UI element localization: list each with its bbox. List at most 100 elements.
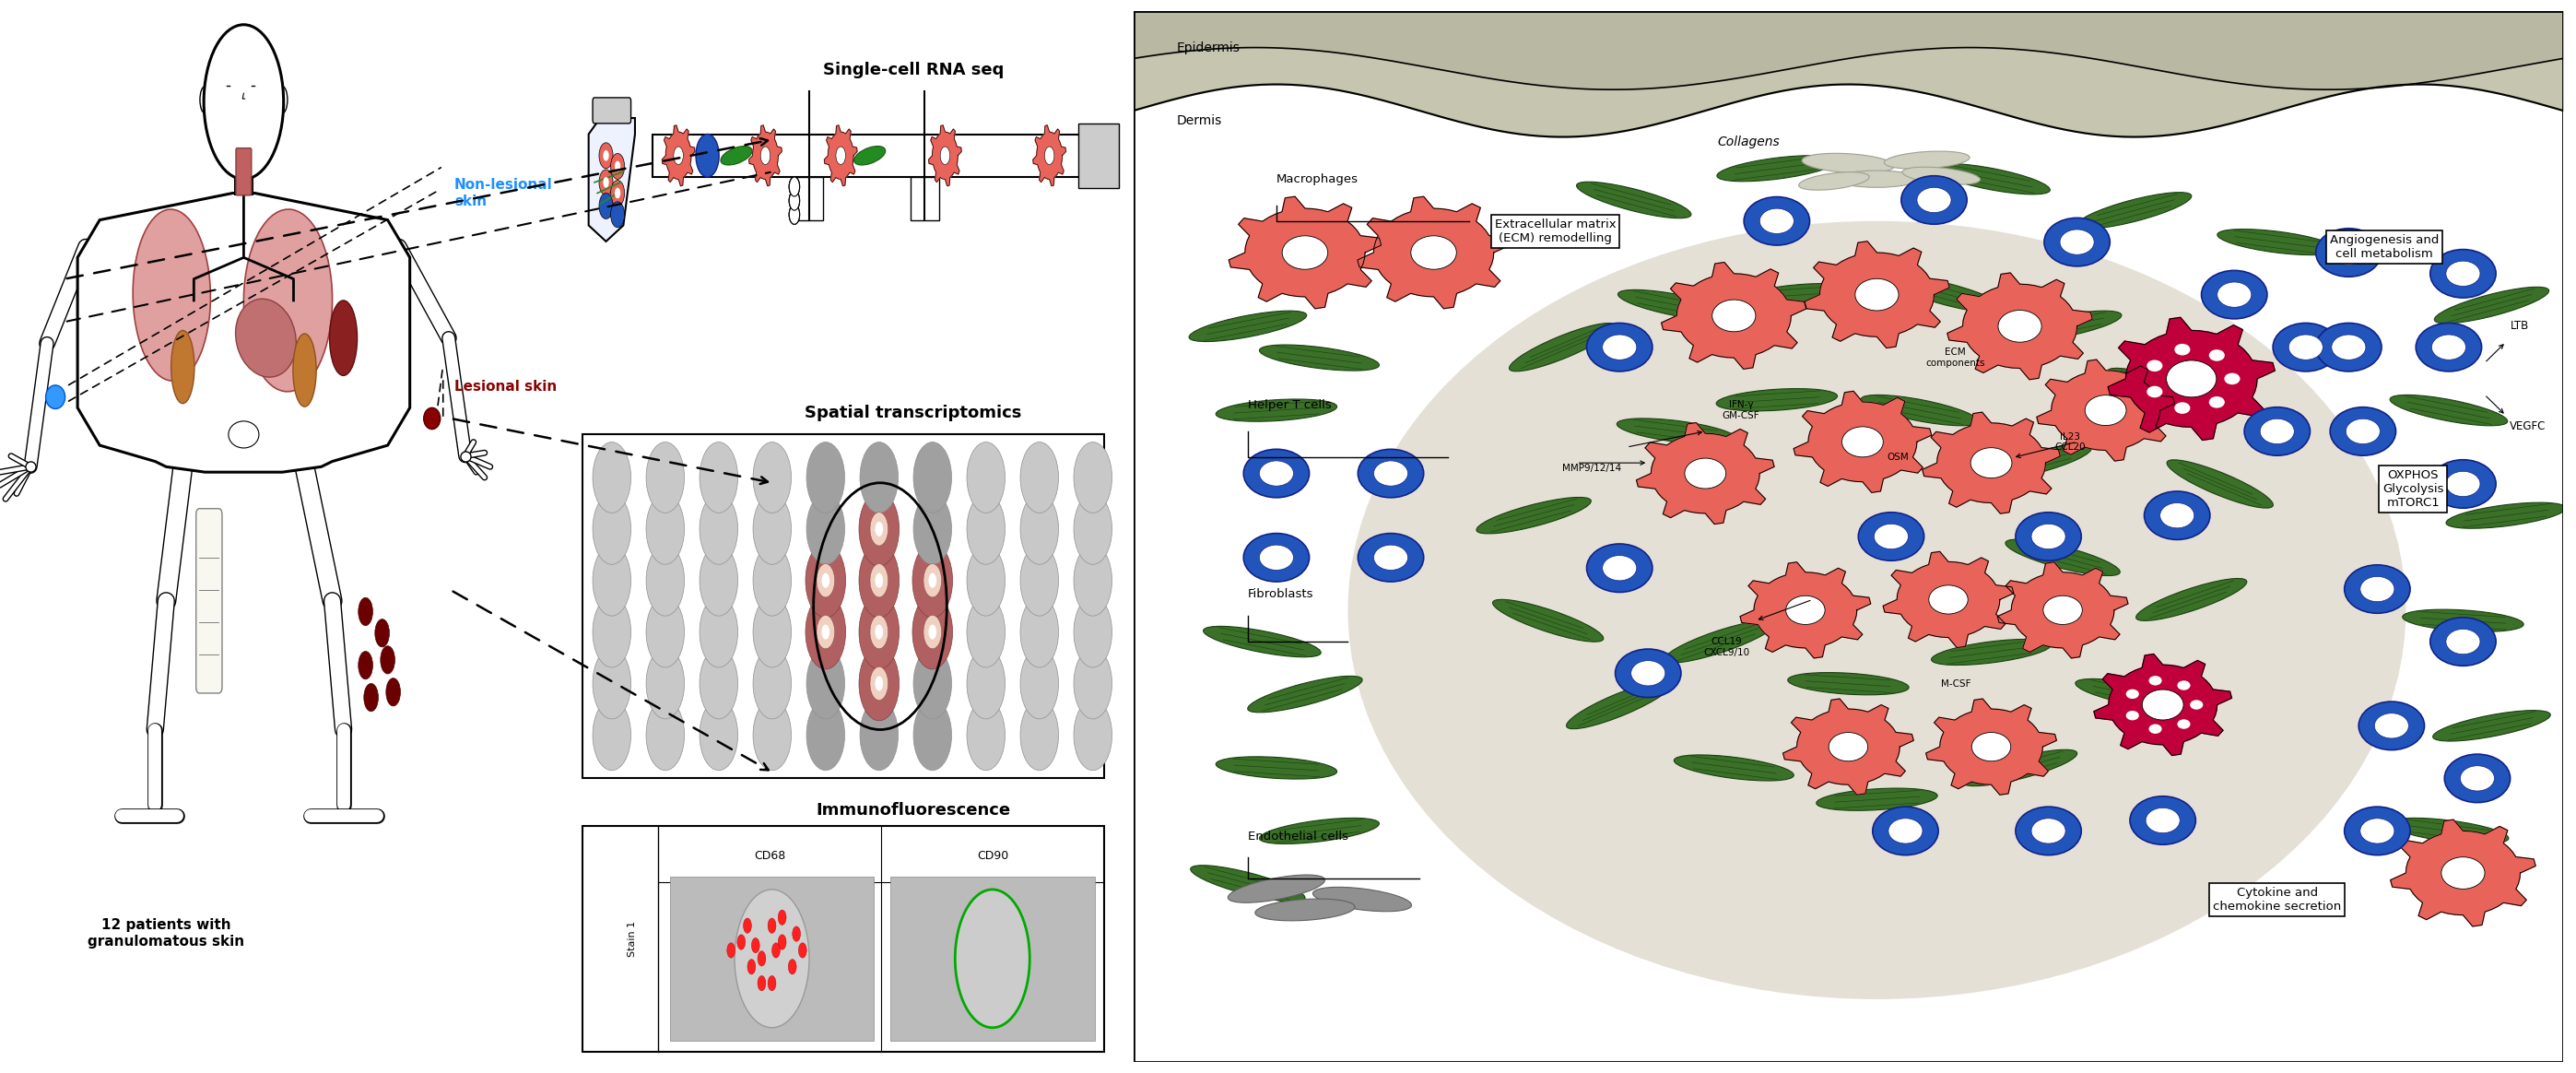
Circle shape (2130, 796, 2195, 844)
Text: Epidermis: Epidermis (1177, 41, 1239, 54)
Circle shape (788, 205, 799, 224)
Circle shape (2084, 395, 2125, 426)
Text: MMP9/12/14: MMP9/12/14 (1561, 464, 1620, 473)
FancyBboxPatch shape (891, 877, 1095, 1041)
Circle shape (788, 177, 799, 196)
Ellipse shape (1314, 887, 1412, 911)
Ellipse shape (46, 385, 64, 409)
Circle shape (922, 615, 943, 649)
Circle shape (2014, 512, 2081, 561)
FancyBboxPatch shape (1079, 123, 1118, 188)
Ellipse shape (1816, 789, 1937, 810)
Ellipse shape (1618, 418, 1736, 444)
Circle shape (940, 147, 951, 164)
Circle shape (1587, 323, 1651, 371)
Ellipse shape (1718, 156, 1837, 181)
Text: Immunofluorescence: Immunofluorescence (817, 802, 1010, 819)
Circle shape (806, 648, 845, 719)
Circle shape (2331, 240, 2365, 265)
Circle shape (788, 959, 796, 974)
Polygon shape (1636, 423, 1775, 524)
Ellipse shape (234, 299, 296, 377)
Circle shape (647, 545, 685, 616)
Circle shape (696, 134, 719, 177)
FancyBboxPatch shape (582, 826, 1105, 1052)
Circle shape (757, 951, 765, 966)
Circle shape (778, 935, 786, 950)
Circle shape (603, 177, 608, 188)
Circle shape (858, 491, 899, 567)
Ellipse shape (1860, 395, 1978, 426)
Circle shape (860, 442, 899, 513)
Circle shape (2429, 459, 2496, 509)
Ellipse shape (1476, 497, 1592, 533)
Text: Extracellular matrix
(ECM) remodelling: Extracellular matrix (ECM) remodelling (1494, 219, 1615, 245)
Circle shape (2146, 386, 2164, 398)
Circle shape (835, 147, 845, 164)
Polygon shape (2038, 359, 2174, 461)
Circle shape (788, 191, 799, 210)
Ellipse shape (1901, 167, 1981, 185)
Circle shape (2032, 524, 2066, 549)
Circle shape (1785, 596, 1824, 624)
Circle shape (966, 648, 1005, 719)
Circle shape (1347, 221, 2406, 999)
Circle shape (927, 573, 938, 588)
Circle shape (2375, 714, 2409, 738)
Circle shape (616, 161, 621, 172)
Circle shape (2045, 218, 2110, 266)
Text: OSM: OSM (1888, 453, 1909, 462)
Polygon shape (824, 126, 858, 186)
Text: CD68: CD68 (755, 850, 786, 862)
Circle shape (752, 648, 791, 719)
Circle shape (966, 494, 1005, 564)
Circle shape (2146, 808, 2179, 833)
Polygon shape (662, 126, 696, 186)
Circle shape (876, 676, 884, 691)
Polygon shape (750, 126, 783, 186)
Ellipse shape (2447, 502, 2566, 528)
Circle shape (2218, 282, 2251, 307)
Circle shape (747, 959, 755, 974)
Ellipse shape (2403, 609, 2524, 632)
Circle shape (1829, 733, 1868, 761)
Circle shape (2061, 230, 2094, 254)
Ellipse shape (1190, 311, 1306, 341)
Circle shape (1855, 279, 1899, 310)
Circle shape (2347, 418, 2380, 444)
Circle shape (2460, 766, 2494, 791)
Circle shape (752, 442, 791, 513)
Circle shape (2043, 596, 2081, 624)
Polygon shape (2107, 318, 2275, 440)
Polygon shape (1793, 392, 1932, 493)
Ellipse shape (1883, 151, 1971, 168)
Circle shape (2331, 335, 2365, 359)
Ellipse shape (1932, 640, 2050, 665)
Circle shape (871, 615, 889, 649)
Circle shape (2125, 689, 2138, 699)
Text: CD90: CD90 (976, 850, 1010, 862)
Polygon shape (927, 126, 961, 186)
Ellipse shape (1837, 171, 1919, 188)
Polygon shape (1358, 196, 1510, 309)
Circle shape (806, 594, 845, 670)
Circle shape (2166, 361, 2215, 397)
Polygon shape (1927, 699, 2056, 795)
Ellipse shape (855, 146, 886, 165)
Circle shape (734, 890, 809, 1028)
Ellipse shape (1216, 756, 1337, 779)
Polygon shape (1033, 126, 1066, 186)
Circle shape (744, 918, 752, 934)
Circle shape (358, 651, 374, 679)
Ellipse shape (330, 300, 358, 376)
Ellipse shape (1618, 290, 1736, 321)
Circle shape (2259, 418, 2295, 444)
Text: Stain 1: Stain 1 (629, 921, 636, 957)
Circle shape (752, 545, 791, 616)
Circle shape (1020, 597, 1059, 667)
Circle shape (2360, 702, 2424, 750)
Circle shape (1857, 512, 1924, 561)
Circle shape (914, 648, 951, 719)
Circle shape (616, 188, 621, 199)
Ellipse shape (2136, 578, 2246, 621)
